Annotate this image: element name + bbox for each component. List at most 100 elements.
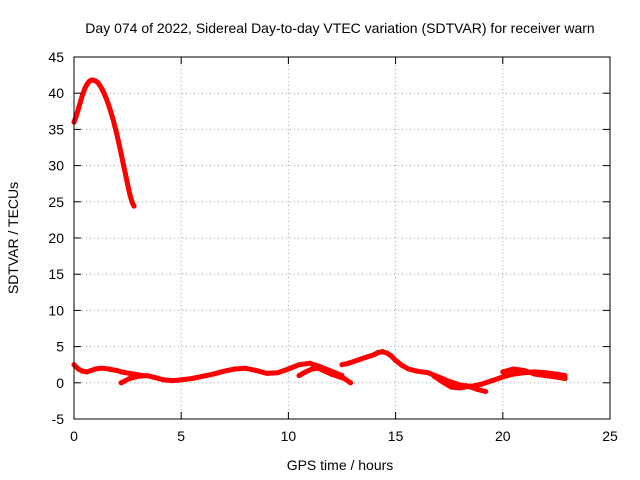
data-point xyxy=(97,82,103,88)
data-point xyxy=(285,366,291,372)
data-point xyxy=(92,366,98,372)
data-point xyxy=(375,349,381,355)
data-point xyxy=(200,373,206,379)
data-point xyxy=(425,370,431,376)
tick-layer: 0 5 10 15 20 25 -5 0 5 10 15 20 25 30 35 40 45 xyxy=(48,49,618,444)
data-point xyxy=(127,375,133,381)
data-point xyxy=(82,86,88,92)
data-point xyxy=(457,385,463,391)
data-point xyxy=(73,113,79,119)
data-point xyxy=(88,367,94,373)
data-point xyxy=(553,374,559,380)
data-point xyxy=(296,373,302,379)
y-tick-label: 30 xyxy=(48,158,64,174)
data-point xyxy=(358,356,364,362)
data-point xyxy=(112,123,118,129)
data-point xyxy=(75,106,81,112)
data-point xyxy=(365,354,371,360)
data-point xyxy=(465,383,471,389)
x-tick-label: 25 xyxy=(602,428,618,444)
data-point xyxy=(352,358,358,364)
data-point xyxy=(500,369,506,375)
data-point xyxy=(221,368,227,374)
data-point xyxy=(118,380,124,386)
data-point xyxy=(384,350,390,356)
data-point xyxy=(328,371,334,377)
data-point xyxy=(110,115,116,121)
data-point xyxy=(84,369,90,375)
y-tick-label: 10 xyxy=(48,302,64,318)
chart-title: Day 074 of 2022, Sidereal Day-to-day VTE… xyxy=(85,20,594,36)
data-point xyxy=(232,366,238,372)
data-point xyxy=(161,377,167,383)
x-tick-label: 10 xyxy=(281,428,297,444)
x-axis-label: GPS time / hours xyxy=(287,457,394,473)
data-point xyxy=(339,362,345,368)
y-tick-label: 35 xyxy=(48,121,64,137)
data-point xyxy=(178,377,184,383)
data-point xyxy=(543,373,549,379)
data-point xyxy=(448,384,454,390)
data-point xyxy=(210,371,216,377)
data-point xyxy=(125,181,131,187)
x-tick-label: 5 xyxy=(177,428,185,444)
data-point xyxy=(532,371,538,377)
data-point xyxy=(380,349,386,355)
data-point xyxy=(414,368,420,374)
data-point xyxy=(105,101,111,107)
data-point xyxy=(500,374,506,380)
data-point xyxy=(335,373,341,379)
data-point xyxy=(135,373,141,379)
series-layer xyxy=(71,77,568,394)
data-point xyxy=(170,378,176,384)
data-point xyxy=(478,381,484,387)
data-point xyxy=(114,131,120,137)
data-point xyxy=(483,388,489,394)
data-point xyxy=(315,365,321,371)
data-point xyxy=(107,108,113,114)
y-tick-label: 15 xyxy=(48,266,64,282)
y-tick-label: 20 xyxy=(48,230,64,246)
data-point xyxy=(152,375,158,381)
data-point xyxy=(393,357,399,363)
data-point xyxy=(120,161,126,167)
data-point xyxy=(371,352,377,358)
data-point xyxy=(322,368,328,374)
grid-lines xyxy=(74,57,610,419)
y-tick-label: 25 xyxy=(48,194,64,210)
data-point xyxy=(99,86,105,92)
y-tick-label: 0 xyxy=(56,375,64,391)
y-axis-label: SDTVAR / TECUs xyxy=(5,182,21,294)
y-tick-label: 45 xyxy=(48,49,64,65)
data-point xyxy=(131,203,137,209)
x-tick-label: 20 xyxy=(495,428,511,444)
data-point xyxy=(307,360,313,366)
data-point xyxy=(122,370,128,376)
data-point xyxy=(399,362,405,368)
data-point xyxy=(129,199,135,205)
data-point xyxy=(562,375,568,381)
data-point xyxy=(127,370,133,376)
data-point xyxy=(474,386,480,392)
data-point xyxy=(110,367,116,373)
data-point xyxy=(489,378,495,384)
data-point xyxy=(80,92,86,98)
data-point xyxy=(127,191,133,197)
data-point xyxy=(118,151,124,157)
series-line-arc-d xyxy=(339,349,568,389)
data-point xyxy=(103,95,109,101)
data-point xyxy=(521,367,527,373)
data-point xyxy=(511,366,517,372)
data-point xyxy=(511,371,517,377)
x-tick-label: 0 xyxy=(70,428,78,444)
data-point xyxy=(341,375,347,381)
data-point xyxy=(97,365,103,371)
y-tick-label: -5 xyxy=(52,411,65,427)
y-tick-label: 5 xyxy=(56,339,64,355)
data-point xyxy=(105,366,111,372)
y-tick-label: 40 xyxy=(48,85,64,101)
data-point xyxy=(122,171,128,177)
data-point xyxy=(118,369,124,375)
data-point xyxy=(116,141,122,147)
